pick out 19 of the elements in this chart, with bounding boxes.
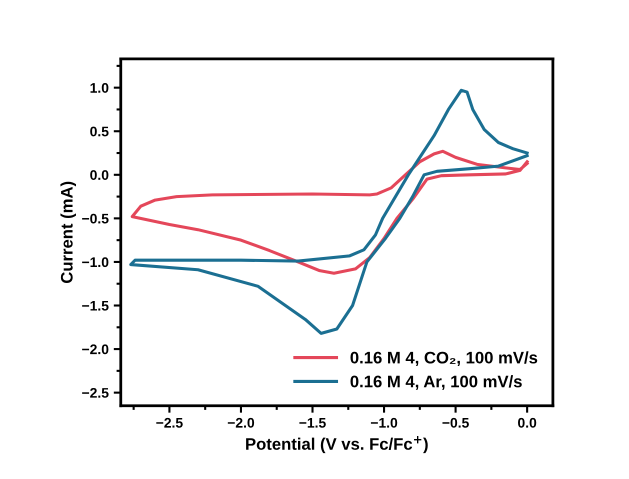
y-tick-label: 1.0 (90, 83, 108, 93)
y-tick-label: −0.5 (82, 214, 109, 224)
x-tick-label: −2.5 (156, 418, 183, 428)
x-tick-label: 0.0 (518, 418, 536, 428)
y-tick-label: −1.5 (82, 300, 109, 311)
y-tick-label: 0.5 (90, 126, 109, 136)
x-tick-label: −1.0 (370, 418, 398, 428)
y-tick-label: −1.0 (82, 257, 108, 268)
x-tick-label: −2.0 (228, 418, 254, 428)
x-axis-title: Potential (V vs. Fc/Fc$^{+}$) (246, 436, 428, 454)
line-series (129, 88, 529, 335)
y-axis-title: Current (mA) (60, 182, 76, 284)
x-tick-label: −1.5 (299, 418, 326, 428)
y-tick-label: −2.5 (82, 388, 109, 398)
x-tick-label: −0.5 (442, 418, 469, 428)
legend-label: 0.16 M 4, Ar, 100 mV/s (350, 375, 522, 390)
legend-label: 0.16 M 4, CO₂, 100 mV/s (350, 351, 538, 366)
y-tick-label: −2.0 (82, 344, 108, 354)
y-tick-label: 0.0 (90, 170, 108, 180)
